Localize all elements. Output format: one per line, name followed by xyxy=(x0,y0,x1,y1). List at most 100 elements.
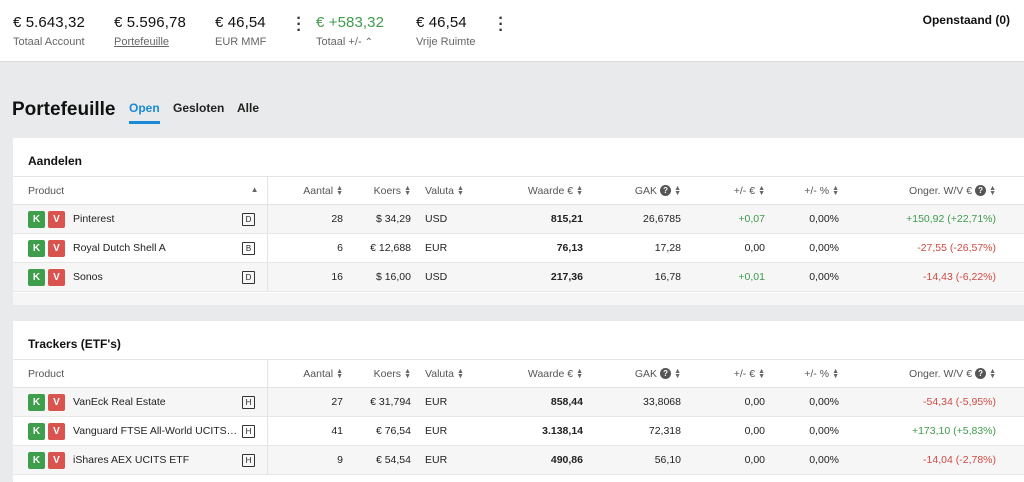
sort-asc-icon[interactable]: ▲ xyxy=(250,184,259,194)
product-name[interactable]: VanEck Real Estate xyxy=(73,396,166,408)
spacer-cell xyxy=(1004,416,1024,446)
sort-icon[interactable]: ▲ ▼ xyxy=(989,184,996,197)
exchange-badge: D xyxy=(242,270,255,284)
product-cell: K V Vanguard FTSE All-World UCITS ... H xyxy=(13,416,268,446)
tab-alle[interactable]: Alle xyxy=(237,101,260,115)
sort-icon[interactable]: ▲ ▼ xyxy=(576,367,583,380)
col-header-koers[interactable]: Koers ▲ ▼ xyxy=(351,359,419,388)
col-header-onger[interactable]: Onger. W/V €? ▲ ▼ xyxy=(847,176,1004,205)
pl-pct-cell: 0,00% xyxy=(773,233,847,263)
buy-button[interactable]: K xyxy=(28,451,45,469)
col-header-pl-eur[interactable]: +/- € ▲ ▼ xyxy=(689,176,773,205)
valuta-cell: EUR xyxy=(419,233,483,263)
sort-icon[interactable]: ▲ ▼ xyxy=(758,184,765,197)
buy-button[interactable]: K xyxy=(28,210,45,228)
col-header-aantal[interactable]: Aantal ▲ ▼ xyxy=(267,176,351,205)
waarde-cell: 217,36 xyxy=(483,262,591,292)
col-header-gak[interactable]: GAK? ▲ ▼ xyxy=(591,176,689,205)
sort-icon[interactable]: ▲ ▼ xyxy=(674,184,681,197)
help-icon[interactable]: ? xyxy=(975,185,987,197)
tab-gesloten[interactable]: Gesloten xyxy=(173,101,225,115)
product-cell: K V Pinterest D xyxy=(13,204,268,234)
buy-button[interactable]: K xyxy=(28,393,45,411)
aantal-cell: 16 xyxy=(267,262,351,292)
stat-totaal-plus-minus[interactable]: € +583,32 Totaal +/- ⌃ xyxy=(316,14,384,48)
tab-open[interactable]: Open xyxy=(129,101,160,124)
waarde-cell: 490,86 xyxy=(483,445,591,475)
col-header-pl-eur[interactable]: +/- € ▲ ▼ xyxy=(689,359,773,388)
sort-icon[interactable]: ▲ ▼ xyxy=(576,184,583,197)
sort-icon[interactable]: ▲ ▼ xyxy=(404,184,411,197)
sort-icon[interactable]: ▲ ▼ xyxy=(674,367,681,380)
stat-value: € +583,32 xyxy=(316,14,385,31)
valuta-cell: EUR xyxy=(419,387,483,417)
buy-button[interactable]: K xyxy=(28,422,45,440)
aantal-cell: 41 xyxy=(267,416,351,446)
openstaand-orders-button[interactable]: Openstaand (0) xyxy=(922,13,1010,27)
col-header-onger[interactable]: Onger. W/V €? ▲ ▼ xyxy=(847,359,1004,388)
sell-button[interactable]: V xyxy=(48,210,65,228)
help-icon[interactable]: ? xyxy=(660,185,672,197)
buy-button[interactable]: K xyxy=(28,268,45,286)
stat-label: Vrije Ruimte xyxy=(416,36,476,48)
col-header-waarde[interactable]: Waarde € ▲ ▼ xyxy=(483,176,591,205)
col-header-gak[interactable]: GAK? ▲ ▼ xyxy=(591,359,689,388)
sort-icon[interactable]: ▲ ▼ xyxy=(336,367,343,380)
sort-icon[interactable]: ▲ ▼ xyxy=(758,367,765,380)
sort-icon[interactable]: ▲ ▼ xyxy=(989,367,996,380)
sort-icon[interactable]: ▲ ▼ xyxy=(457,184,464,197)
col-header-product[interactable]: Product ▲ xyxy=(13,176,268,205)
section-aandelen: Aandelen Product ▲ Aantal ▲ ▼ Koers ▲ ▼ Valut… xyxy=(13,138,1024,305)
sort-icon[interactable]: ▲ ▼ xyxy=(336,184,343,197)
table-row[interactable]: K V Sonos D 16 $ 16,00 USD 217,36 16,78 +0,… xyxy=(13,262,1024,292)
col-label: Valuta xyxy=(425,184,454,197)
sort-icon[interactable]: ▲ ▼ xyxy=(457,367,464,380)
table-row[interactable]: K V Vanguard FTSE All-World UCITS ... H 41 … xyxy=(13,416,1024,446)
exchange-badge: H xyxy=(242,424,255,438)
table-row[interactable]: K V VanEck Real Estate H 27 € 31,794 EUR 85… xyxy=(13,387,1024,417)
product-name[interactable]: Vanguard FTSE All-World UCITS ... xyxy=(73,425,238,437)
col-header-pl-pct[interactable]: +/- % ▲ ▼ xyxy=(773,359,847,388)
spacer-cell xyxy=(1004,262,1024,292)
more-options-icon[interactable]: · · · xyxy=(296,10,302,39)
product-name[interactable]: Royal Dutch Shell A xyxy=(73,242,166,254)
col-header-waarde[interactable]: Waarde € ▲ ▼ xyxy=(483,359,591,388)
chevron-up-icon[interactable]: ⌃ xyxy=(364,37,374,48)
col-label: Product xyxy=(28,367,65,380)
pl-pct-cell: 0,00% xyxy=(773,416,847,446)
col-header-koers[interactable]: Koers ▲ ▼ xyxy=(351,176,419,205)
aantal-cell: 28 xyxy=(267,204,351,234)
sell-button[interactable]: V xyxy=(48,239,65,257)
section-title: Trackers (ETF's) xyxy=(28,337,121,351)
koers-cell: $ 34,29 xyxy=(351,204,419,234)
col-header-aantal[interactable]: Aantal ▲ ▼ xyxy=(267,359,351,388)
sort-icon[interactable]: ▲ ▼ xyxy=(832,367,839,380)
sort-icon[interactable]: ▲ ▼ xyxy=(832,184,839,197)
spacer-cell xyxy=(1004,233,1024,263)
buy-button[interactable]: K xyxy=(28,239,45,257)
sell-button[interactable]: V xyxy=(48,451,65,469)
pl-eur-cell: 0,00 xyxy=(689,416,773,446)
table-row[interactable]: K V Royal Dutch Shell A B 6 € 12,688 EUR 76… xyxy=(13,233,1024,263)
sell-button[interactable]: V xyxy=(48,268,65,286)
col-header-valuta[interactable]: Valuta ▲ ▼ xyxy=(419,176,483,205)
more-options-icon[interactable]: · · · xyxy=(498,10,504,39)
page-title: Portefeuille xyxy=(12,99,116,120)
col-header-product[interactable]: Product xyxy=(13,359,268,388)
pl-eur-cell: +0,01 xyxy=(689,262,773,292)
stat-portefeuille[interactable]: € 5.596,78 Portefeuille xyxy=(114,14,186,48)
sell-button[interactable]: V xyxy=(48,422,65,440)
product-name[interactable]: Pinterest xyxy=(73,213,115,225)
sell-button[interactable]: V xyxy=(48,393,65,411)
help-icon[interactable]: ? xyxy=(975,368,987,380)
portefeuille-link[interactable]: Portefeuille xyxy=(114,36,170,48)
product-name[interactable]: Sonos xyxy=(73,271,103,283)
col-header-pl-pct[interactable]: +/- % ▲ ▼ xyxy=(773,176,847,205)
col-label: Koers xyxy=(373,184,402,197)
col-header-valuta[interactable]: Valuta ▲ ▼ xyxy=(419,359,483,388)
help-icon[interactable]: ? xyxy=(660,368,672,380)
table-row[interactable]: K V Pinterest D 28 $ 34,29 USD 815,21 26,67… xyxy=(13,204,1024,234)
sort-icon[interactable]: ▲ ▼ xyxy=(404,367,411,380)
product-name[interactable]: iShares AEX UCITS ETF xyxy=(73,454,190,466)
